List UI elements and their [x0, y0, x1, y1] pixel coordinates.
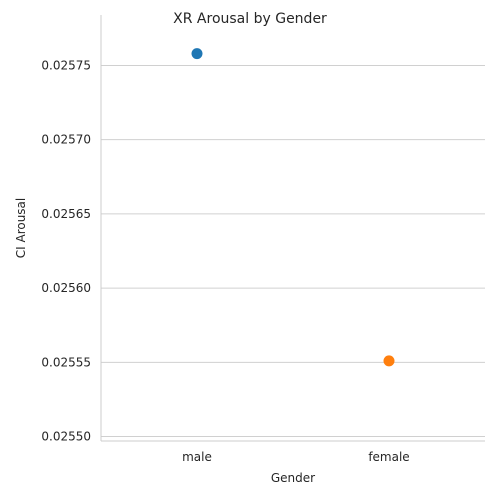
y-tick-label: 0.02550	[41, 430, 91, 444]
y-tick-label: 0.02555	[41, 355, 91, 369]
y-tick-label: 0.02565	[41, 207, 91, 221]
x-tick-label-male: male	[182, 450, 212, 464]
y-tick-label: 0.02570	[41, 133, 91, 147]
data-point-female	[383, 355, 395, 367]
data-point-male	[191, 48, 203, 60]
grid-lines	[101, 64, 485, 438]
chart-title: XR Arousal by Gender	[173, 11, 327, 27]
x-tick-labels: male female	[182, 450, 410, 464]
data-points	[191, 48, 395, 367]
y-axis-label: CI Arousal	[14, 198, 28, 259]
x-axis-label: Gender	[271, 471, 315, 485]
x-tick-label-female: female	[368, 450, 409, 464]
y-tick-labels: 0.02550 0.02555 0.02560 0.02565 0.02570 0.025…	[41, 58, 91, 443]
y-tick-label: 0.02575	[41, 58, 91, 72]
y-tick-label: 0.02560	[41, 281, 91, 295]
